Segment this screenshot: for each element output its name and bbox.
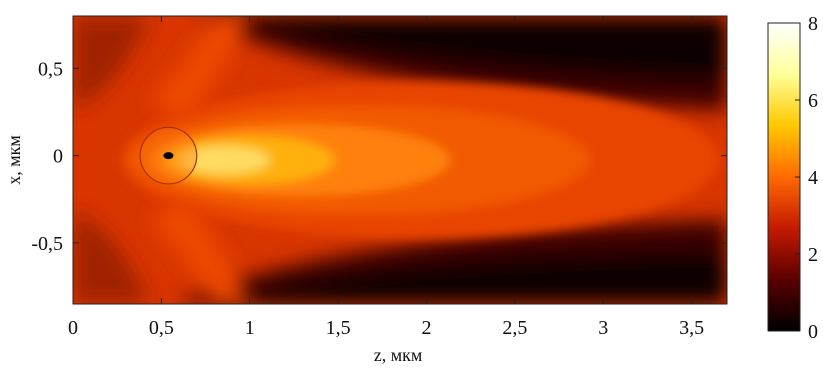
x-axis-label: z, мкм bbox=[374, 345, 423, 365]
plot-frame bbox=[72, 15, 728, 305]
colorbar-tick-label: 8 bbox=[808, 13, 818, 35]
heatmap-dark-lobe-lower-core bbox=[210, 252, 727, 304]
heatmap-corner-lower-left bbox=[73, 210, 150, 304]
colorbar-ticks: 0 2 4 6 8 bbox=[795, 13, 818, 343]
heatmap-arm-lower bbox=[150, 195, 250, 304]
x-tick-label: 2,5 bbox=[502, 317, 527, 339]
x-tick-label: 3 bbox=[598, 317, 608, 339]
colorbar-tick-label: 6 bbox=[808, 90, 818, 112]
x-tick-label: 0,5 bbox=[149, 317, 174, 339]
x-tick-label: 1,5 bbox=[326, 317, 351, 339]
y-axis-ticks: 0,5 0 -0,5 bbox=[31, 58, 727, 255]
heatmap-beam-peak bbox=[180, 146, 270, 174]
y-axis-label: x, мкм bbox=[4, 135, 24, 185]
colorbar-tick-label: 4 bbox=[808, 167, 818, 189]
x-tick-label: 3,5 bbox=[679, 317, 704, 339]
x-tick-label: 2 bbox=[422, 317, 432, 339]
colorbar bbox=[767, 22, 801, 332]
heatmap-arm-upper bbox=[150, 16, 250, 125]
heatmap-corner-upper-left bbox=[73, 16, 150, 110]
y-tick-label: 0,5 bbox=[38, 58, 63, 80]
colorbar-tick-label: 0 bbox=[808, 321, 818, 343]
x-tick-label: 0 bbox=[68, 317, 78, 339]
x-axis-ticks: 0 0,5 1 1,5 2 2,5 3 3,5 bbox=[68, 16, 704, 339]
heatmap-dark-lobe-upper-core bbox=[230, 16, 727, 80]
y-tick-label: -0,5 bbox=[31, 233, 63, 255]
x-tick-label: 1 bbox=[245, 317, 255, 339]
y-tick-label: 0 bbox=[53, 146, 63, 168]
particle-center-dot bbox=[163, 152, 174, 160]
heatmap-plot-area bbox=[73, 16, 727, 304]
colorbar-tick-label: 2 bbox=[808, 244, 818, 266]
